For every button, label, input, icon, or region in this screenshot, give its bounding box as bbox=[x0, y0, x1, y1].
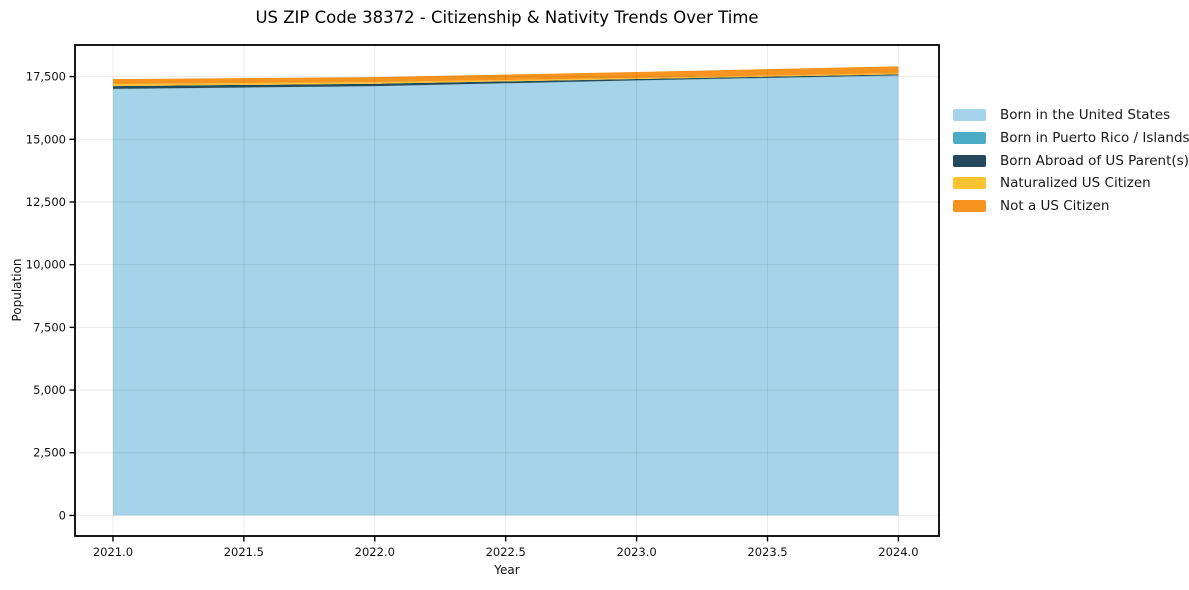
y-tick-label: 10,000 bbox=[26, 258, 66, 272]
legend-swatch-icon bbox=[953, 154, 986, 167]
x-tick-label: 2021.0 bbox=[93, 545, 133, 559]
area-layer-not-a-us-citizen bbox=[112, 66, 899, 85]
legend-item-naturalized-us-citizen: Naturalized US Citizen bbox=[953, 172, 1189, 195]
x-tick-label: 2023.5 bbox=[747, 545, 787, 559]
y-tick-label: 7,500 bbox=[33, 320, 66, 334]
legend-item-born-abroad-of-us-parent-s: Born Abroad of US Parent(s) bbox=[953, 149, 1189, 172]
y-tick-label: 12,500 bbox=[26, 195, 66, 209]
area-layer-born-in-the-united-states bbox=[112, 75, 899, 516]
legend-label: Not a US Citizen bbox=[1000, 198, 1110, 215]
legend-swatch-icon bbox=[953, 132, 986, 145]
legend-label: Born in Puerto Rico / Islands bbox=[1000, 130, 1189, 147]
y-tick-label: 2,500 bbox=[33, 446, 66, 460]
x-tick-label: 2023.0 bbox=[616, 545, 656, 559]
y-axis-title: Population bbox=[10, 258, 24, 322]
x-axis-title: Year bbox=[494, 563, 520, 577]
x-tick-label: 2024.0 bbox=[878, 545, 918, 559]
legend-swatch-icon bbox=[953, 109, 986, 122]
plot-frame bbox=[74, 44, 940, 537]
legend-item-born-in-the-united-states: Born in the United States bbox=[953, 104, 1189, 127]
y-tick-label: 0 bbox=[59, 508, 66, 522]
legend-label: Born Abroad of US Parent(s) bbox=[1000, 152, 1189, 169]
area-layer-naturalized-us-citizen bbox=[112, 73, 899, 87]
legend: Born in the United States Born in Puerto … bbox=[953, 104, 1189, 217]
legend-label: Born in the United States bbox=[1000, 107, 1171, 124]
y-tick-label: 15,000 bbox=[26, 132, 66, 146]
y-tick-label: 5,000 bbox=[33, 383, 66, 397]
x-tick-label: 2022.5 bbox=[486, 545, 526, 559]
y-tick-label: 17,500 bbox=[26, 70, 66, 84]
x-tick-label: 2022.0 bbox=[355, 545, 395, 559]
chart-title: US ZIP Code 38372 - Citizenship & Nativi… bbox=[255, 8, 759, 27]
area-layer-born-abroad-of-us-parent-s bbox=[112, 74, 899, 89]
legend-label: Naturalized US Citizen bbox=[1000, 175, 1151, 192]
x-tick-label: 2021.5 bbox=[224, 545, 264, 559]
legend-swatch-icon bbox=[953, 177, 986, 190]
legend-item-born-in-puerto-rico-islands: Born in Puerto Rico / Islands bbox=[953, 127, 1189, 150]
legend-item-not-a-us-citizen: Not a US Citizen bbox=[953, 195, 1189, 218]
legend-swatch-icon bbox=[953, 200, 986, 213]
